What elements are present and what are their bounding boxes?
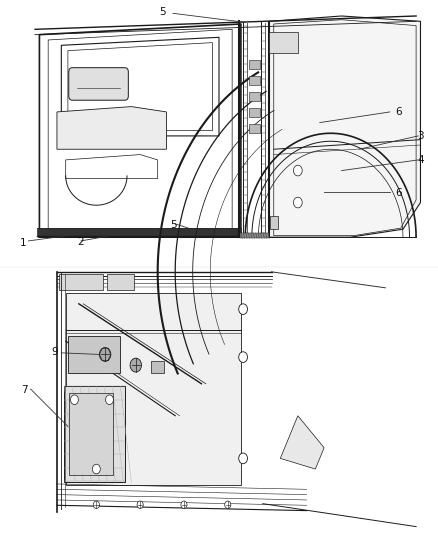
Text: 5: 5 (159, 7, 166, 17)
Circle shape (239, 453, 247, 464)
Text: 1: 1 (20, 238, 27, 247)
Text: 5: 5 (170, 220, 177, 230)
Text: 3: 3 (417, 131, 424, 141)
Circle shape (239, 304, 247, 314)
FancyBboxPatch shape (249, 60, 260, 69)
Text: 6: 6 (395, 188, 402, 198)
FancyBboxPatch shape (59, 274, 103, 290)
Bar (37, 228, 241, 236)
Bar (0, 0, 438, 266)
FancyBboxPatch shape (69, 68, 128, 100)
Text: 4: 4 (417, 155, 424, 165)
Polygon shape (57, 107, 166, 149)
Circle shape (293, 197, 302, 208)
FancyBboxPatch shape (269, 32, 298, 53)
FancyBboxPatch shape (66, 293, 241, 485)
Circle shape (106, 395, 113, 405)
FancyBboxPatch shape (249, 76, 260, 85)
Bar (240, 233, 269, 238)
Circle shape (99, 348, 111, 361)
Polygon shape (269, 16, 420, 237)
FancyBboxPatch shape (249, 108, 260, 117)
Circle shape (71, 395, 78, 405)
Circle shape (137, 501, 143, 508)
Text: 7: 7 (21, 385, 28, 395)
Text: 9: 9 (51, 348, 58, 357)
Circle shape (93, 501, 99, 508)
Circle shape (239, 352, 247, 362)
FancyBboxPatch shape (68, 336, 120, 373)
Circle shape (293, 165, 302, 176)
Text: 2: 2 (78, 237, 85, 247)
FancyBboxPatch shape (270, 216, 278, 229)
FancyBboxPatch shape (249, 124, 260, 133)
Circle shape (92, 464, 100, 474)
Text: 6: 6 (395, 107, 402, 117)
Circle shape (130, 358, 141, 372)
FancyBboxPatch shape (69, 393, 113, 475)
Circle shape (225, 501, 231, 508)
FancyBboxPatch shape (107, 274, 134, 290)
Bar (0, 269, 438, 533)
Circle shape (181, 501, 187, 508)
FancyBboxPatch shape (151, 361, 164, 373)
FancyBboxPatch shape (64, 386, 125, 482)
FancyBboxPatch shape (249, 92, 260, 101)
Polygon shape (280, 416, 324, 469)
